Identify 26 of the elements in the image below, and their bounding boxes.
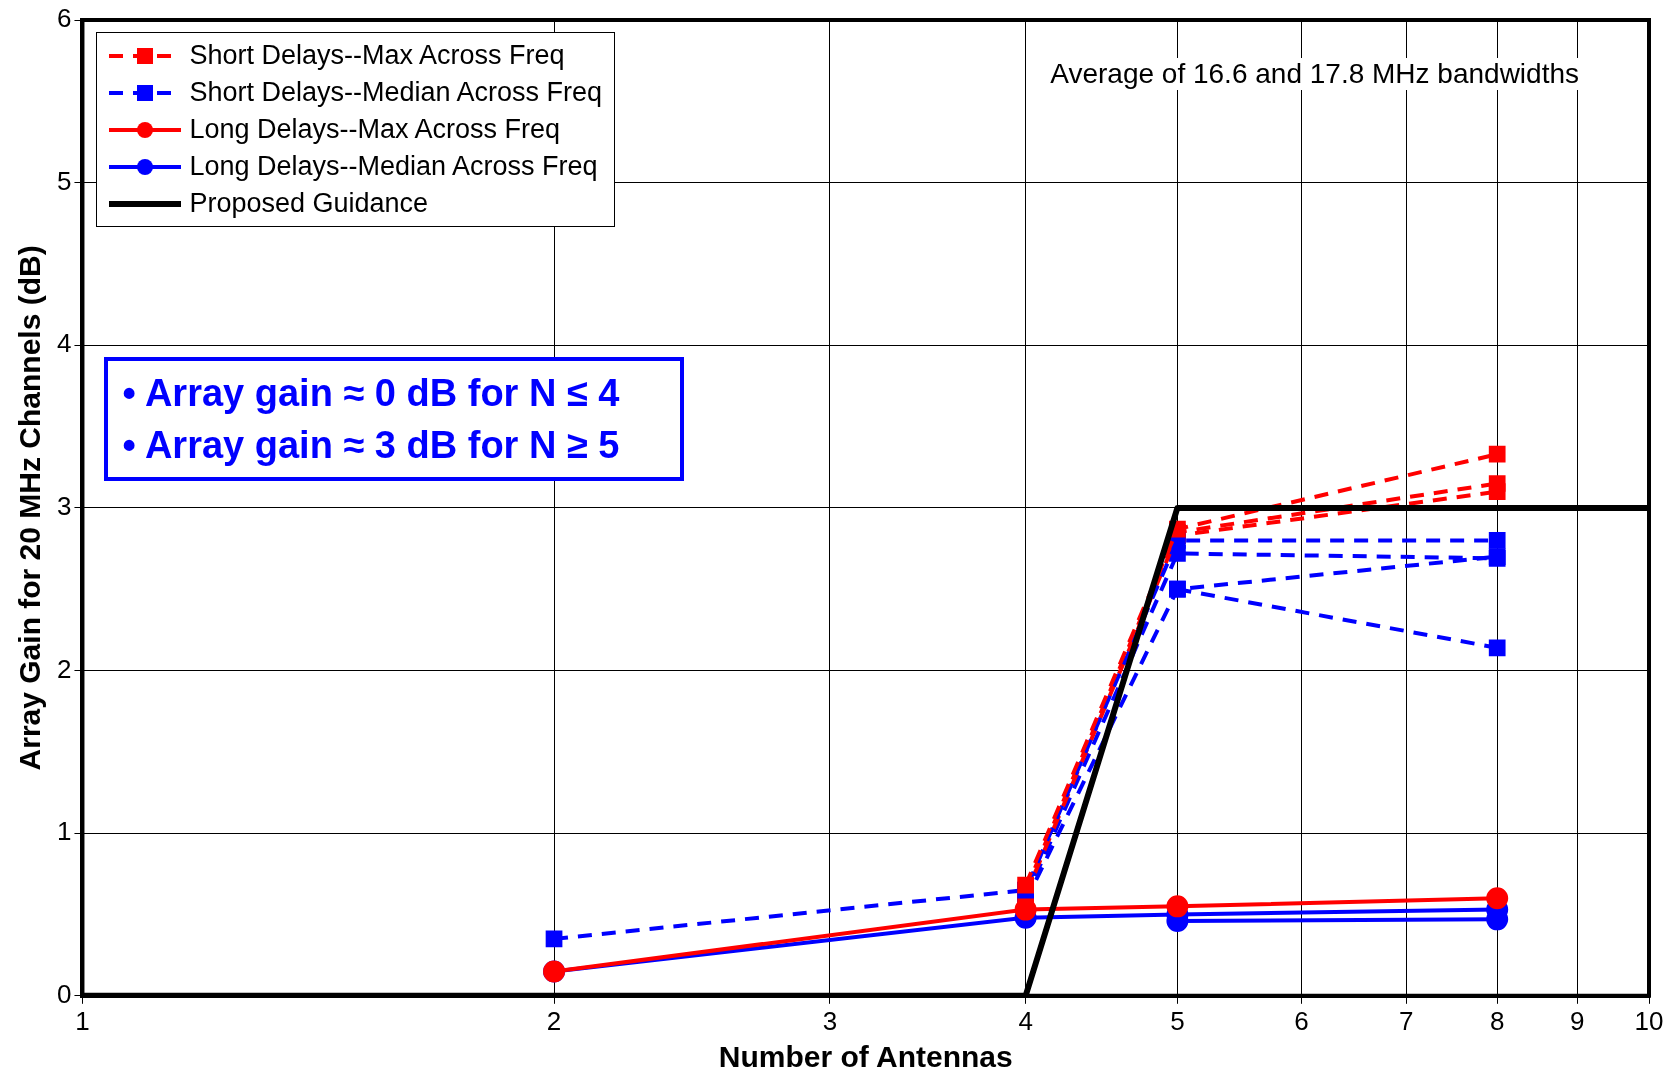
y-tick-label: 2	[56, 653, 72, 684]
x-tick-label: 9	[1570, 1005, 1585, 1036]
x-tick-label: 8	[1489, 1005, 1505, 1036]
y-tick-label: 5	[56, 165, 72, 196]
x-tick-label: 3	[822, 1005, 838, 1036]
x-tick-label: 6	[1294, 1005, 1309, 1036]
x-tick-label: 5	[1170, 1005, 1185, 1036]
legend-label: Long Delays--Max Across Freq	[189, 113, 561, 146]
x-tick-label: 10	[1634, 1005, 1664, 1036]
y-tick-label: 6	[56, 3, 72, 34]
legend-label: Short Delays--Median Across Freq	[189, 76, 603, 109]
x-tick-label: 2	[546, 1005, 562, 1036]
x-axis-title: Number of Antennas	[718, 1040, 1013, 1074]
annotation: • Array gain ≈ 3 dB for N ≥ 5	[122, 422, 620, 468]
legend-label: Long Delays--Median Across Freq	[189, 150, 598, 183]
annotation: Average of 16.6 and 17.8 MHz bandwidths	[1050, 58, 1579, 90]
x-tick-label: 4	[1018, 1005, 1033, 1036]
y-tick-label: 3	[56, 491, 72, 522]
legend-label: Short Delays--Max Across Freq	[189, 39, 565, 72]
y-axis-title: Array Gain for 20 MHz Channels (dB)	[13, 245, 47, 771]
y-tick-label: 4	[56, 328, 72, 359]
y-tick-label: 0	[56, 978, 72, 1009]
y-tick-label: 1	[56, 816, 72, 847]
annotation: • Array gain ≈ 0 dB for N ≤ 4	[122, 370, 620, 416]
x-tick-label: 7	[1399, 1005, 1414, 1036]
legend-label: Proposed Guidance	[189, 187, 429, 220]
